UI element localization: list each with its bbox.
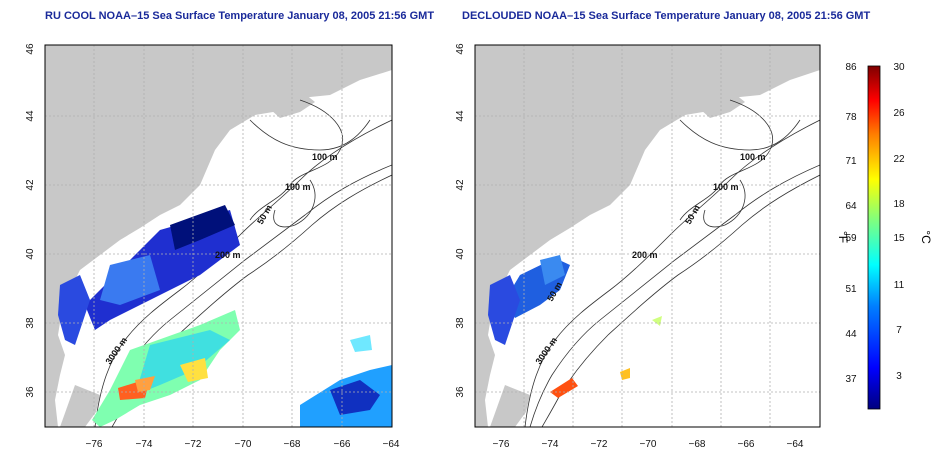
c-tick-label: 30 [893,62,905,73]
y-axis-labels: 36 38 40 42 44 46 [25,43,36,398]
contour-label: 100 m [740,152,766,162]
left-map-panel: 100 m 100 m 50 m 200 m 3000 m −76 −74 −7… [25,43,400,450]
x-tick-label: −66 [334,439,351,450]
sst-pixels [58,205,392,427]
right-map-panel: 100 m 100 m 50 m 200 m 50 m 3000 m −76 −… [455,43,821,450]
y-tick-label: 38 [455,317,466,329]
contour-label: 3000 m [533,335,559,366]
y-tick-label: 44 [455,110,466,122]
peninsula-land [260,90,315,118]
contour-label: 100 m [713,182,739,192]
c-tick-label: 22 [893,154,905,165]
c-tick-label: 26 [893,108,905,119]
x-tick-label: −70 [640,439,657,450]
celsius-ticks: 30 26 22 18 15 11 7 3 [893,62,905,382]
y-tick-label: 46 [25,43,36,55]
y-tick-label: 42 [25,179,36,191]
y-tick-label: 36 [25,386,36,398]
c-tick-label: 18 [893,199,905,210]
left-plot-frame [44,44,393,428]
x-axis-labels: −76 −74 −72 −70 −68 −66 −64 [86,439,400,450]
f-tick-label: 37 [845,374,857,385]
y-tick-label: 42 [455,179,466,191]
c-tick-label: 11 [894,280,905,291]
x-tick-label: −74 [542,439,559,450]
c-tick-label: 3 [896,371,902,382]
y-tick-label: 44 [25,110,36,122]
x-tick-label: −64 [787,439,804,450]
f-tick-label: 64 [845,201,857,212]
x-tick-label: −76 [493,439,510,450]
y-axis-labels: 36 38 40 42 44 46 [455,43,466,398]
colorbar-scale [867,65,881,410]
x-tick-label: −72 [185,439,202,450]
x-tick-label: −76 [86,439,103,450]
x-axis-labels: −76 −74 −72 −70 −68 −66 −64 [493,439,804,450]
southern-land [490,385,530,427]
c-tick-label: 15 [893,233,905,244]
x-tick-label: −70 [235,439,252,450]
celsius-unit-label: °C [919,230,933,244]
y-tick-label: 36 [455,386,466,398]
colorbar: 86 78 71 64 59 51 44 37 30 26 22 18 15 1… [836,62,933,410]
contour-label: 100 m [285,182,311,192]
lat-lon-grid [475,45,820,427]
x-tick-label: −72 [591,439,608,450]
left-panel-title: RU COOL NOAA–15 Sea Surface Temperature … [45,10,435,22]
sst-pixels [488,255,662,398]
f-tick-label: 51 [845,284,857,295]
f-tick-label: 86 [845,62,857,73]
y-tick-label: 40 [25,248,36,260]
peninsula-land [690,90,745,118]
x-tick-label: −64 [383,439,400,450]
contour-label: 50 m [255,203,274,226]
land-mass [45,45,392,427]
right-panel-title: DECLOUDED NOAA–15 Sea Surface Temperatur… [462,10,871,22]
c-tick-label: 7 [896,325,902,336]
fahrenheit-ticks: 86 78 71 64 59 51 44 37 [845,62,857,385]
y-tick-label: 46 [455,43,466,55]
f-tick-label: 44 [845,329,857,340]
f-tick-label: 59 [845,233,857,244]
f-tick-label: 78 [845,112,857,123]
lat-lon-grid [45,45,392,427]
x-tick-label: −68 [284,439,301,450]
fahrenheit-unit-label: °F [836,231,850,243]
contour-label: 100 m [312,152,338,162]
right-plot-frame [474,44,821,428]
x-tick-label: −66 [738,439,755,450]
contour-label: 200 m [632,250,658,260]
contour-label: 50 m [683,203,702,226]
f-tick-label: 71 [845,156,857,167]
land-mass [475,45,820,427]
southern-land [60,385,100,427]
x-tick-label: −74 [136,439,153,450]
y-tick-label: 40 [455,248,466,260]
x-tick-label: −68 [689,439,706,450]
y-tick-label: 38 [25,317,36,329]
contour-label: 200 m [215,250,241,260]
